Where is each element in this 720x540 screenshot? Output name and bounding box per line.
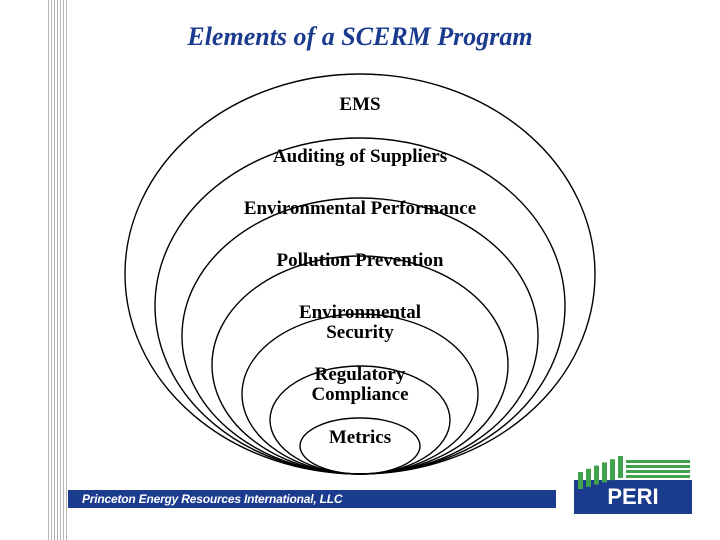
ellipse-ring <box>125 74 595 474</box>
logo-text: PERI <box>607 484 658 509</box>
ellipse-label: EMS <box>339 94 380 115</box>
ellipse-label: EnvironmentalSecurity <box>299 302 421 343</box>
ellipse-label: RegulatoryCompliance <box>311 364 408 405</box>
slide: Elements of a SCERM Program EMSAuditing … <box>0 0 720 540</box>
logo-graphic: PERI <box>574 454 692 514</box>
footer-text: Princeton Energy Resources International… <box>68 492 342 506</box>
footer-bar: Princeton Energy Resources International… <box>68 490 556 508</box>
peri-logo: PERI <box>574 454 692 514</box>
ellipse-label: Auditing of Suppliers <box>273 146 447 167</box>
ellipse-label: Environmental Performance <box>244 198 476 219</box>
ellipse-label: Metrics <box>329 427 391 448</box>
ellipse-label: Pollution Prevention <box>277 250 444 271</box>
